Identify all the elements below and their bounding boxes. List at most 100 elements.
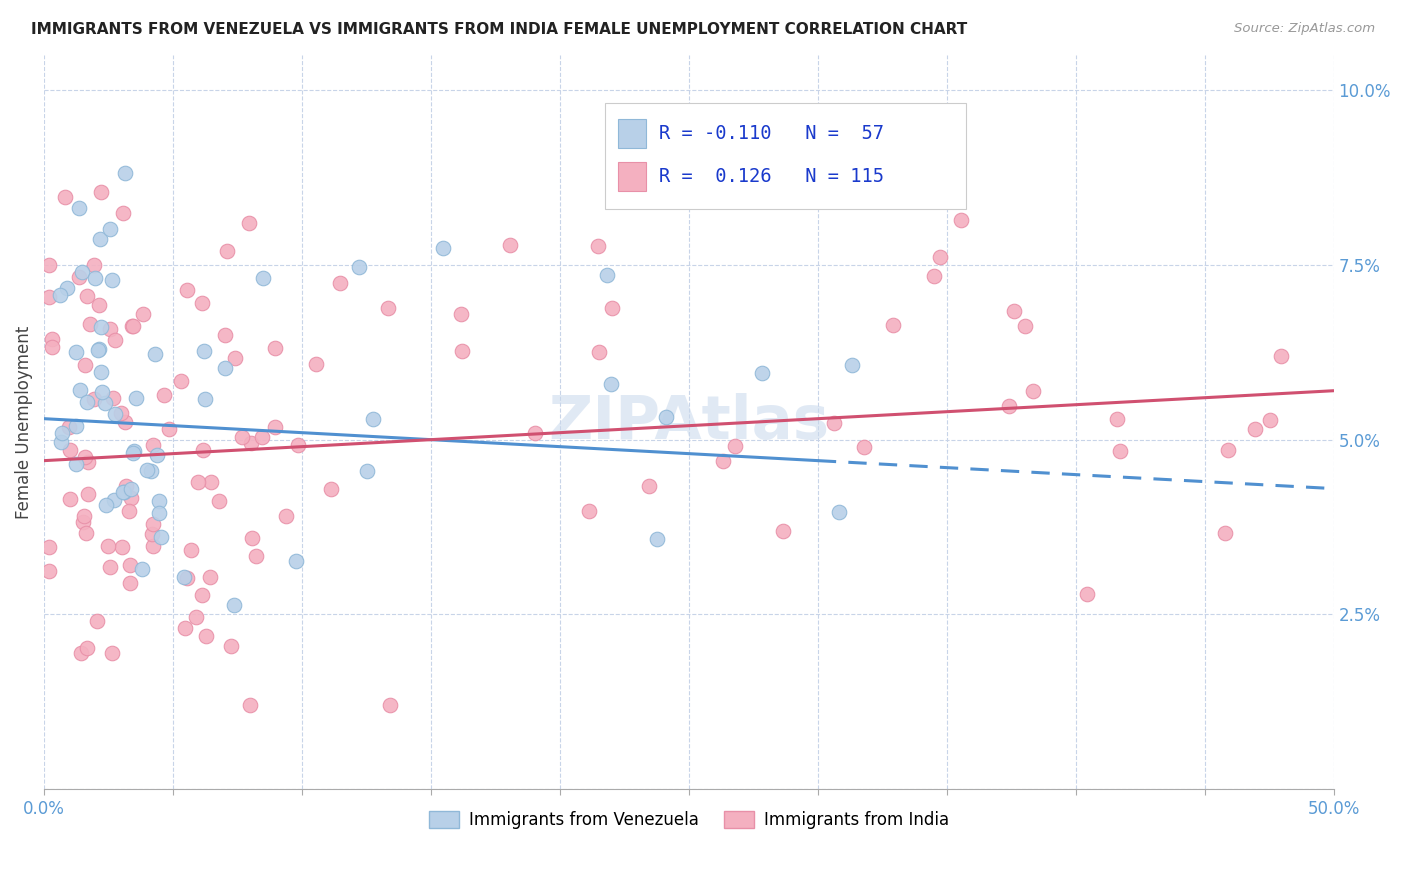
Point	[69, 383, 91, 397]
Point	[73, 509, 96, 524]
Point	[191, 296, 214, 310]
Point	[245, 549, 267, 563]
Point	[112, 485, 135, 500]
Point	[356, 464, 378, 478]
Point	[187, 475, 209, 490]
Text: IMMIGRANTS FROM VENEZUELA VS IMMIGRANTS FROM INDIA FEMALE UNEMPLOYMENT CORRELATI: IMMIGRANTS FROM VENEZUELA VS IMMIGRANTS …	[31, 22, 967, 37]
Point	[142, 539, 165, 553]
Point	[499, 238, 522, 252]
Point	[120, 491, 142, 505]
Point	[98, 322, 121, 336]
Point	[75, 358, 97, 372]
Point	[655, 410, 678, 425]
Point	[276, 509, 298, 524]
Point	[1216, 443, 1239, 458]
Point	[114, 415, 136, 429]
Point	[239, 436, 262, 450]
Point	[450, 307, 472, 321]
Point	[157, 422, 180, 436]
Point	[145, 346, 167, 360]
Point	[94, 498, 117, 512]
Point	[264, 341, 287, 355]
Point	[214, 328, 236, 343]
Point	[124, 444, 146, 458]
Legend: Immigrants from Venezuela, Immigrants from India: Immigrants from Venezuela, Immigrants fr…	[422, 805, 956, 836]
Point	[38, 564, 60, 578]
Point	[59, 492, 82, 507]
Point	[146, 448, 169, 462]
Point	[949, 213, 972, 227]
Point	[200, 475, 222, 489]
Point	[1244, 422, 1267, 436]
Point	[284, 554, 307, 568]
Point	[90, 366, 112, 380]
Point	[120, 482, 142, 496]
Point	[215, 244, 238, 259]
Point	[240, 531, 263, 545]
Point	[73, 450, 96, 465]
Point	[118, 558, 141, 572]
Point	[38, 258, 60, 272]
Point	[252, 430, 274, 444]
Point	[41, 332, 63, 346]
Point	[319, 482, 342, 496]
Point	[191, 442, 214, 457]
Point	[104, 333, 127, 347]
Point	[588, 345, 610, 359]
Point	[65, 418, 87, 433]
Point	[1109, 443, 1132, 458]
Point	[263, 419, 285, 434]
Point	[600, 301, 623, 315]
Point	[224, 351, 246, 365]
Point	[153, 388, 176, 402]
Point	[114, 166, 136, 180]
Point	[122, 318, 145, 333]
Point	[90, 185, 112, 199]
Point	[56, 281, 79, 295]
Point	[98, 221, 121, 235]
Text: R =  0.126   N = 115: R = 0.126 N = 115	[659, 167, 884, 186]
Point	[118, 504, 141, 518]
Point	[53, 190, 76, 204]
Point	[83, 392, 105, 407]
Point	[198, 570, 221, 584]
Point	[70, 646, 93, 660]
Point	[65, 457, 87, 471]
Point	[41, 340, 63, 354]
Point	[305, 358, 328, 372]
Point	[49, 287, 72, 301]
Point	[75, 526, 97, 541]
Point	[711, 454, 734, 468]
Point	[361, 412, 384, 426]
Point	[599, 376, 621, 391]
Point	[58, 442, 80, 457]
Point	[103, 391, 125, 405]
Point	[1213, 526, 1236, 541]
Point	[76, 455, 98, 469]
Point	[118, 576, 141, 591]
Point	[377, 301, 399, 315]
Point	[1258, 413, 1281, 427]
Point	[112, 484, 135, 499]
Point	[121, 319, 143, 334]
Point	[638, 479, 661, 493]
Point	[451, 344, 474, 359]
Point	[180, 542, 202, 557]
Point	[645, 532, 668, 546]
FancyBboxPatch shape	[605, 103, 966, 210]
Point	[1002, 304, 1025, 318]
Point	[219, 640, 242, 654]
Point	[142, 517, 165, 532]
Point	[287, 437, 309, 451]
Point	[823, 417, 845, 431]
Point	[214, 361, 236, 376]
Point	[238, 698, 260, 713]
Point	[174, 621, 197, 635]
Point	[841, 358, 863, 372]
Point	[596, 268, 619, 282]
Point	[87, 343, 110, 357]
Point	[523, 426, 546, 441]
Point	[87, 297, 110, 311]
Point	[51, 426, 73, 441]
Point	[347, 260, 370, 275]
